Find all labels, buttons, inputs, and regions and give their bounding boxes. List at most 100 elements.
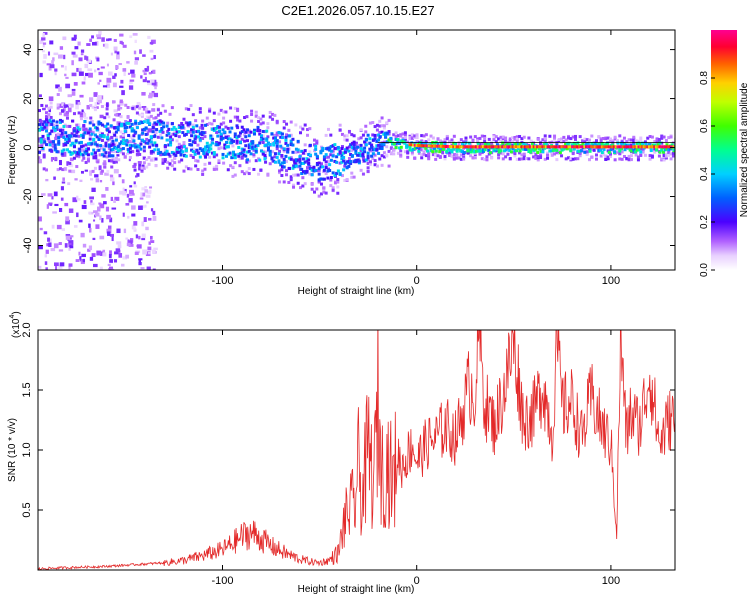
heatmap-cell — [347, 145, 351, 149]
heatmap-cell — [38, 109, 41, 113]
heatmap-cell — [420, 139, 424, 143]
heatmap-cell — [671, 151, 675, 155]
heatmap-cell — [627, 143, 631, 147]
heatmap-cell — [412, 147, 416, 151]
heatmap-cell — [179, 125, 183, 129]
heatmap-cell — [85, 72, 89, 77]
heatmap-cell — [48, 242, 52, 247]
heatmap-cell — [49, 101, 53, 105]
heatmap-cell — [328, 168, 332, 172]
y-tick-label: 1.0 — [21, 442, 33, 457]
heatmap-cell — [141, 238, 146, 241]
heatmap-cell — [483, 136, 487, 140]
heatmap-cell — [100, 123, 104, 127]
colorbar-tick-label: 0.6 — [699, 119, 710, 133]
heatmap-cell — [59, 133, 64, 138]
heatmap-cell — [67, 107, 72, 113]
heatmap-cell — [105, 112, 109, 116]
heatmap-cell — [200, 149, 204, 153]
heatmap-cell — [56, 106, 60, 110]
heatmap-cell — [81, 253, 86, 258]
heatmap-cell — [445, 137, 449, 141]
heatmap-cell — [226, 137, 230, 141]
heatmap-cell — [184, 132, 188, 136]
heatmap-cell — [69, 134, 73, 138]
heatmap-cell — [377, 133, 381, 137]
heatmap-cell — [308, 150, 312, 154]
heatmap-cell — [187, 167, 191, 171]
heatmap-cell — [315, 141, 319, 145]
heatmap-cell — [193, 152, 197, 156]
heatmap-cell — [259, 134, 263, 138]
heatmap-cell — [527, 136, 531, 140]
heatmap-cell — [90, 202, 95, 206]
heatmap-cell — [494, 145, 498, 149]
heatmap-cell — [136, 173, 140, 177]
heatmap-cell — [322, 155, 326, 159]
heatmap-cell — [527, 146, 531, 150]
heatmap-cell — [308, 127, 312, 131]
heatmap-cell — [238, 119, 242, 123]
heatmap-cell — [602, 148, 606, 152]
heatmap-cell — [667, 153, 671, 157]
heatmap-cell — [116, 128, 120, 132]
heatmap-cell — [114, 251, 119, 255]
heatmap-cell — [579, 145, 583, 149]
heatmap-cell — [259, 149, 263, 153]
heatmap-cell — [198, 155, 202, 159]
heatmap-cell — [170, 106, 174, 110]
heatmap-cell — [639, 136, 643, 140]
heatmap-cell — [191, 113, 195, 117]
heatmap-cell — [317, 169, 321, 173]
heatmap-cell — [356, 158, 360, 162]
heatmap-cell — [357, 143, 361, 147]
heatmap-cell — [366, 154, 370, 158]
heatmap-cell — [169, 135, 173, 139]
heatmap-cell — [615, 148, 619, 152]
heatmap-cell — [506, 149, 510, 153]
heatmap-cell — [109, 148, 113, 152]
heatmap-cell — [298, 155, 302, 159]
heatmap-cell — [159, 153, 163, 157]
heatmap-cell — [173, 167, 177, 171]
heatmap-cell — [76, 67, 79, 72]
heatmap-cell — [81, 109, 84, 113]
heatmap-cell — [371, 152, 375, 156]
heatmap-cell — [629, 143, 633, 147]
heatmap-cell — [277, 160, 281, 164]
heatmap-cell — [251, 140, 255, 144]
heatmap-cell — [660, 157, 664, 161]
heatmap-cell — [214, 127, 218, 131]
heatmap-cell — [504, 136, 508, 140]
heatmap-cell — [38, 123, 41, 127]
heatmap-cell — [156, 151, 160, 155]
heatmap-cell — [572, 145, 576, 149]
heatmap-cell — [219, 137, 223, 141]
heatmap-cell — [585, 150, 589, 154]
heatmap-cell — [520, 153, 524, 157]
heatmap-cell — [100, 153, 104, 157]
heatmap-cell — [200, 123, 204, 127]
heatmap-cell — [265, 137, 269, 141]
heatmap-cell — [96, 34, 101, 38]
heatmap-cell — [166, 166, 170, 170]
heatmap-cell — [88, 137, 92, 141]
heatmap-cell — [632, 137, 636, 141]
heatmap-cell — [86, 131, 90, 135]
heatmap-cell — [567, 141, 571, 145]
heatmap-cell — [343, 164, 347, 168]
heatmap-cell — [162, 125, 166, 129]
heatmap-cell — [670, 143, 674, 147]
heatmap-cell — [268, 143, 272, 147]
heatmap-cell — [508, 157, 512, 161]
heatmap-cell — [382, 155, 386, 159]
heatmap-cell — [38, 216, 42, 222]
heatmap-cell — [504, 148, 508, 152]
heatmap-cell — [154, 86, 157, 90]
heatmap-cell — [621, 145, 625, 149]
heatmap-cell — [431, 144, 435, 148]
heatmap-cell — [438, 155, 442, 159]
heatmap-cell — [529, 139, 533, 143]
heatmap-cell — [558, 145, 562, 149]
heatmap-cell — [107, 154, 111, 158]
